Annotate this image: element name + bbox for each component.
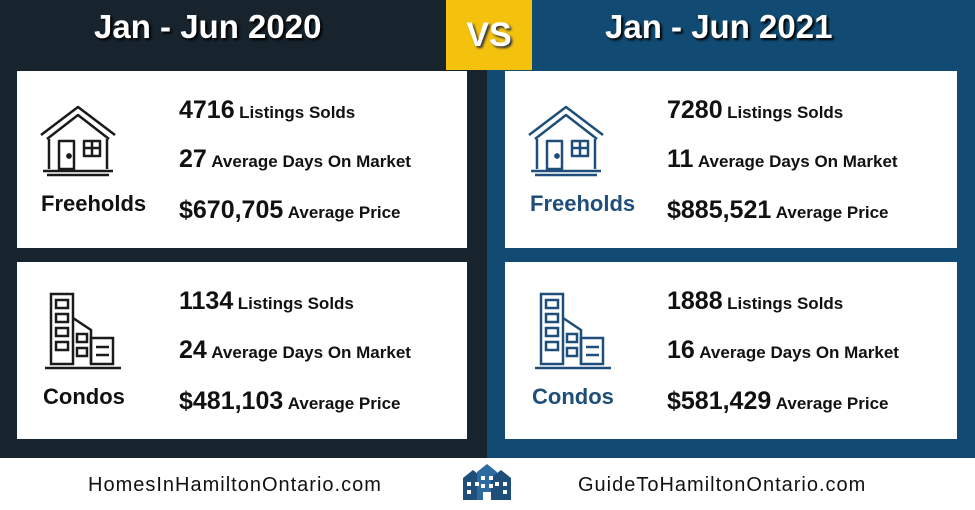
avg-price-label: Average Price [287, 203, 401, 222]
avg-price-label: Average Price [775, 203, 889, 222]
period-title-2021: Jan - Jun 2021 [605, 8, 833, 45]
avg-price-label: Average Price [775, 394, 889, 413]
avg-days-stat: 11 Average Days On Market [667, 145, 898, 174]
avg-days-stat: 24 Average Days On Market [179, 336, 411, 365]
avg-days-label: Average Days On Market [211, 152, 411, 171]
footer-site-right[interactable]: GuideToHamiltonOntario.com [578, 474, 867, 496]
period-title-2020: Jan - Jun 2020 [94, 8, 322, 45]
listings-sold-value: 1134 [179, 287, 234, 315]
vs-badge: VS [446, 0, 532, 70]
avg-price-stat: $581,429 Average Price [667, 387, 889, 416]
condo-building-icon [45, 292, 121, 370]
avg-days-value: 27 [179, 145, 207, 173]
avg-price-stat: $885,521 Average Price [667, 196, 889, 225]
footer-site-left[interactable]: HomesInHamiltonOntario.com [88, 474, 382, 496]
card-2021-condos: Condos 1888 Listings Solds 16 Average Da… [505, 262, 957, 439]
avg-days-stat: 27 Average Days On Market [179, 145, 411, 174]
listings-sold-value: 7280 [667, 96, 723, 124]
listings-sold-value: 1888 [667, 287, 723, 315]
listings-sold-stat: 7280 Listings Solds [667, 96, 843, 125]
listings-sold-stat: 4716 Listings Solds [179, 96, 355, 125]
listings-sold-label: Listings Solds [239, 103, 356, 122]
avg-days-label: Average Days On Market [697, 152, 898, 171]
listings-sold-stat: 1134 Listings Solds [179, 287, 354, 316]
house-icon [40, 105, 116, 177]
listings-sold-label: Listings Solds [727, 294, 844, 313]
footer: HomesInHamiltonOntario.com GuideToHamilt… [0, 458, 975, 510]
avg-price-stat: $481,103 Average Price [179, 387, 401, 416]
condo-building-icon [535, 292, 611, 370]
avg-price-label: Average Price [287, 394, 401, 413]
listings-sold-value: 4716 [179, 96, 235, 124]
category-label: Condos [43, 384, 125, 409]
avg-price-value: $481,103 [179, 387, 284, 415]
listings-sold-label: Listings Solds [727, 103, 844, 122]
avg-days-label: Average Days On Market [211, 343, 411, 362]
avg-price-value: $581,429 [667, 387, 772, 415]
avg-days-value: 24 [179, 336, 207, 364]
avg-days-value: 16 [667, 336, 695, 364]
listings-sold-label: Listings Solds [237, 294, 354, 313]
avg-days-label: Average Days On Market [699, 343, 899, 362]
card-2020-freeholds: Freeholds 4716 Listings Solds 27 Average… [17, 71, 467, 248]
avg-price-stat: $670,705 Average Price [179, 196, 401, 225]
avg-days-stat: 16 Average Days On Market [667, 336, 899, 365]
house-icon [528, 105, 604, 177]
card-2020-condos: Condos 1134 Listings Solds 24 Average Da… [17, 262, 467, 439]
city-buildings-logo-icon [463, 464, 511, 500]
listings-sold-stat: 1888 Listings Solds [667, 287, 843, 316]
card-2021-freeholds: Freeholds 7280 Listings Solds 11 Average… [505, 71, 957, 248]
category-label: Freeholds [41, 191, 147, 216]
vs-label: VS [466, 16, 512, 54]
avg-price-value: $885,521 [667, 196, 772, 224]
category-label: Condos [532, 384, 614, 409]
avg-price-value: $670,705 [179, 196, 284, 224]
category-label: Freeholds [530, 191, 636, 216]
avg-days-value: 11 [667, 145, 694, 173]
